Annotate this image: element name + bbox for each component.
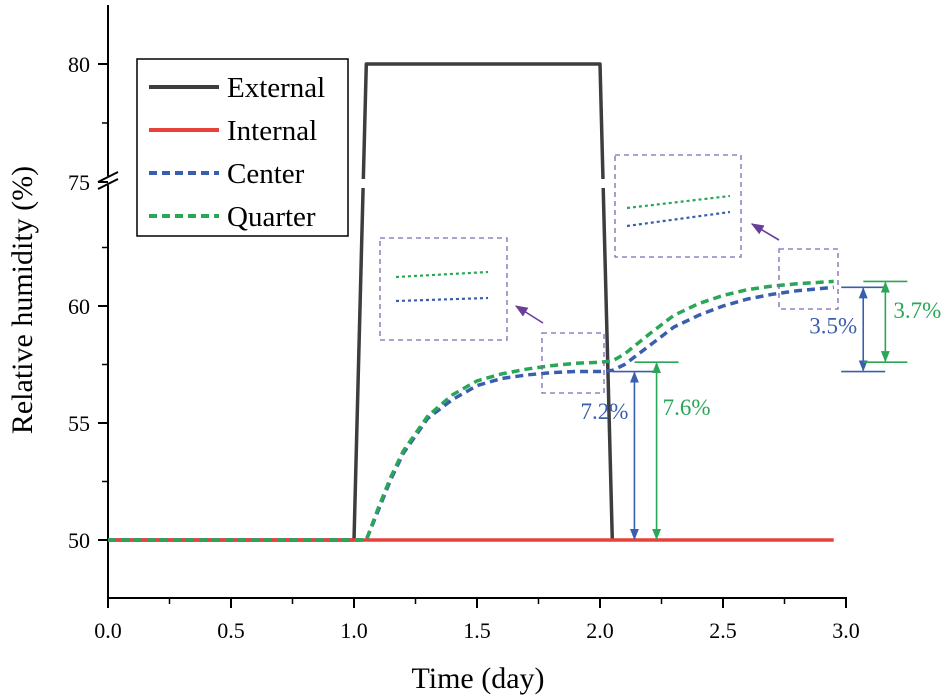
legend: External Internal Center Quarter <box>136 58 349 237</box>
y-tick-label: 80 <box>68 52 90 77</box>
x-tick-label: 0.0 <box>94 618 122 643</box>
legend-label-internal: Internal <box>227 115 317 147</box>
y-tick-label: 75 <box>68 170 90 195</box>
series-line-external-upper <box>361 62 605 179</box>
zoom-inset-2 <box>614 154 742 258</box>
y-tick-label: 60 <box>68 294 90 319</box>
zoom-region-1 <box>541 332 605 394</box>
zoom-arrow-1 <box>514 305 544 324</box>
axis-break-icon <box>97 171 119 190</box>
legend-label-quarter: Quarter <box>227 201 316 233</box>
x-tick-label: 2.5 <box>709 618 737 643</box>
series-line-quarter <box>108 279 834 542</box>
x-ticks: 0.0 0.5 1.0 1.5 2.0 2.5 3.0 <box>94 598 860 643</box>
x-tick-label: 1.5 <box>463 618 491 643</box>
y-ticks: 50 55 60 75 80 <box>68 52 108 553</box>
zoom-insets <box>379 154 839 394</box>
x-axis-label: Time (day) <box>411 662 544 695</box>
x-tick-label: 2.0 <box>586 618 614 643</box>
annotation-label: 3.7% <box>893 298 941 323</box>
inset-content <box>395 194 731 303</box>
annotation-label: 7.6% <box>663 395 711 420</box>
zoom-region-2 <box>778 248 839 310</box>
y-axis-label: Relative humidity (%) <box>6 166 39 434</box>
legend-label-center: Center <box>227 158 305 190</box>
y-tick-label: 55 <box>68 411 90 436</box>
legend-label-external: External <box>227 72 325 104</box>
x-tick-label: 0.5 <box>217 618 245 643</box>
y-tick-label: 50 <box>68 528 90 553</box>
annotation-label: 3.5% <box>809 314 857 339</box>
zoom-arrow-2 <box>750 223 780 241</box>
zoom-inset-1 <box>379 237 508 341</box>
annotation-label: 7.2% <box>581 399 629 424</box>
x-tick-label: 3.0 <box>832 618 860 643</box>
x-tick-label: 1.0 <box>340 618 368 643</box>
annotations: 7.2% 7.6% 3.5% 3.7% <box>581 280 941 541</box>
plot-lines <box>108 62 834 542</box>
series-line-center <box>108 285 834 542</box>
